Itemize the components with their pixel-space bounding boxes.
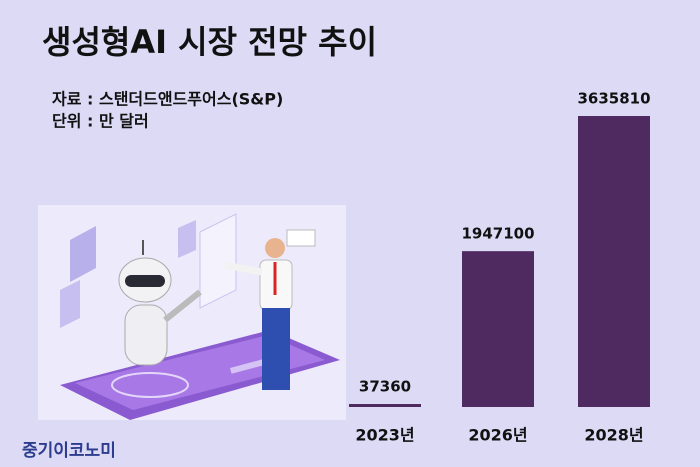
robot (118, 240, 202, 366)
person-arm (224, 261, 263, 276)
unit-note: 단위 : 만 달러 (52, 112, 149, 131)
bar (462, 251, 534, 407)
logo: 중기이코노미 (22, 441, 116, 461)
value-label: 37360 (359, 378, 411, 396)
person (224, 229, 316, 390)
bar (349, 404, 421, 407)
speech-bubble (286, 229, 316, 247)
x-tick-label: 2028년 (584, 426, 643, 445)
screen-card (199, 213, 237, 309)
source-note: 자료 : 스탠더드앤드푸어스(S&P) (52, 90, 283, 109)
glow-ring (111, 372, 189, 398)
value-label: 1947100 (461, 225, 534, 243)
bar (578, 116, 650, 407)
x-tick-label: 2023년 (355, 426, 414, 445)
x-tick-label: 2026년 (468, 426, 527, 445)
deco-shape (60, 280, 80, 328)
deco-shape (178, 220, 196, 258)
chart-title: 생성형AI 시장 전망 추이 (42, 23, 377, 61)
illustration (38, 205, 346, 420)
screen-bar (230, 357, 271, 374)
robot-body (124, 304, 168, 366)
deco-shape (70, 226, 96, 282)
robot-visor (125, 275, 165, 287)
person-head (265, 238, 285, 258)
value-label: 3635810 (577, 90, 650, 108)
robot-arm (163, 289, 202, 323)
person-legs (262, 308, 290, 390)
